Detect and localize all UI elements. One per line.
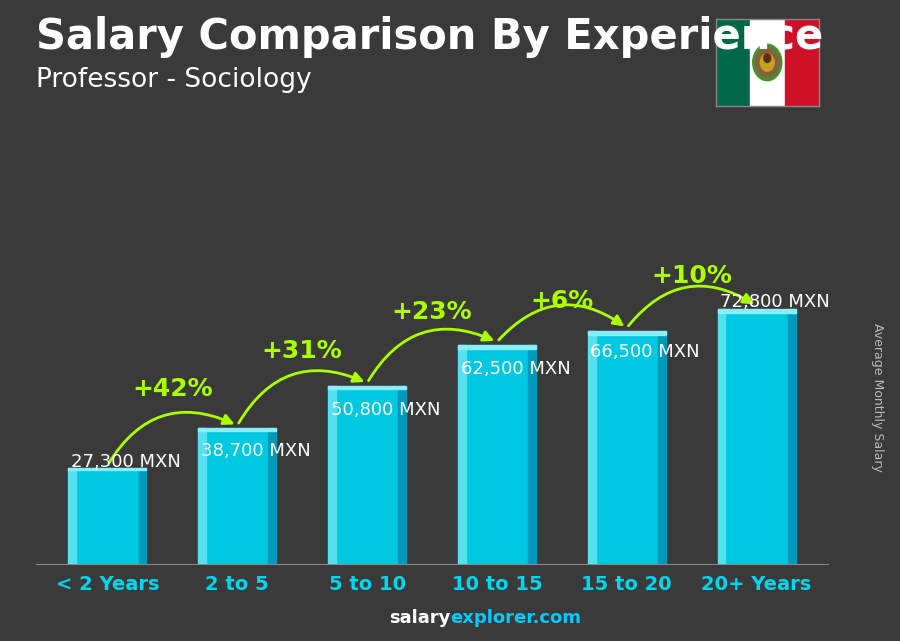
Text: +42%: +42% <box>132 378 212 401</box>
Bar <box>68 469 147 564</box>
Bar <box>458 345 536 349</box>
Bar <box>198 428 206 564</box>
Bar <box>658 331 666 564</box>
Bar <box>198 428 276 431</box>
Bar <box>198 428 276 564</box>
Bar <box>328 386 336 564</box>
Bar <box>68 469 76 564</box>
Text: Salary Comparison By Experience: Salary Comparison By Experience <box>36 16 824 58</box>
Text: 62,500 MXN: 62,500 MXN <box>461 360 571 378</box>
Bar <box>68 469 147 470</box>
Text: +31%: +31% <box>262 338 343 363</box>
Text: 27,300 MXN: 27,300 MXN <box>71 453 181 471</box>
Text: 72,800 MXN: 72,800 MXN <box>720 294 830 312</box>
Circle shape <box>764 54 770 62</box>
Bar <box>458 345 536 564</box>
Bar <box>716 19 750 106</box>
Bar <box>458 345 466 564</box>
Text: +6%: +6% <box>530 289 593 313</box>
Bar <box>717 309 796 313</box>
Bar <box>717 309 725 564</box>
Bar <box>588 331 596 564</box>
Bar <box>528 345 536 564</box>
Bar <box>328 386 406 564</box>
Text: 66,500 MXN: 66,500 MXN <box>590 343 700 361</box>
Bar <box>268 428 276 564</box>
Bar <box>588 331 666 564</box>
Bar <box>788 309 796 564</box>
Circle shape <box>760 54 774 71</box>
Bar <box>785 19 819 106</box>
Text: 50,800 MXN: 50,800 MXN <box>330 401 440 419</box>
Bar <box>139 469 147 564</box>
Circle shape <box>756 49 778 76</box>
Text: +10%: +10% <box>652 264 732 288</box>
Text: Professor - Sociology: Professor - Sociology <box>36 67 311 94</box>
Bar <box>398 386 406 564</box>
Text: Average Monthly Salary: Average Monthly Salary <box>871 323 884 472</box>
Text: explorer.com: explorer.com <box>450 609 581 627</box>
Text: salary: salary <box>389 609 450 627</box>
Bar <box>328 386 406 389</box>
Text: 38,700 MXN: 38,700 MXN <box>201 442 310 460</box>
Bar <box>717 309 796 564</box>
Circle shape <box>752 44 782 81</box>
Bar <box>750 19 785 106</box>
Text: +23%: +23% <box>392 299 472 324</box>
Bar <box>588 331 666 335</box>
